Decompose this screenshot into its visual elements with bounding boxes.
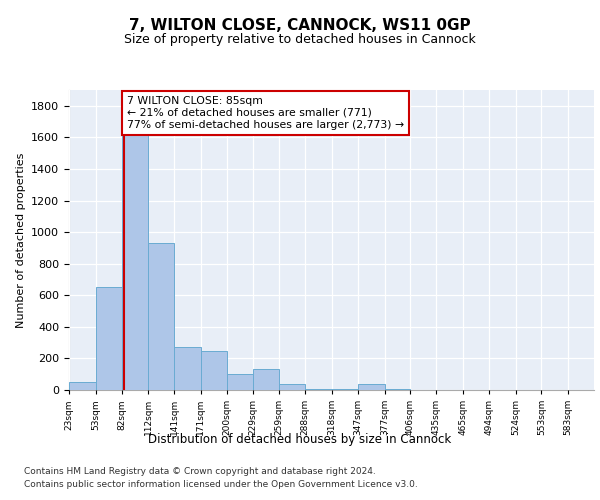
Bar [227,374,253,390]
Bar [305,389,332,390]
Bar [122,122,148,390]
Bar [385,389,410,390]
Text: 7, WILTON CLOSE, CANNOCK, WS11 0GP: 7, WILTON CLOSE, CANNOCK, WS11 0GP [129,18,471,32]
Bar [280,384,305,390]
Bar [174,348,201,390]
Bar [358,384,385,390]
Bar [148,243,174,390]
Bar [253,370,280,390]
Text: Contains HM Land Registry data © Crown copyright and database right 2024.: Contains HM Land Registry data © Crown c… [24,468,376,476]
Bar [201,350,227,390]
Bar [69,382,96,390]
Text: 7 WILTON CLOSE: 85sqm
← 21% of detached houses are smaller (771)
77% of semi-det: 7 WILTON CLOSE: 85sqm ← 21% of detached … [127,96,404,130]
Bar [96,288,122,390]
Bar [332,389,358,390]
Text: Contains public sector information licensed under the Open Government Licence v3: Contains public sector information licen… [24,480,418,489]
Text: Size of property relative to detached houses in Cannock: Size of property relative to detached ho… [124,32,476,46]
Text: Distribution of detached houses by size in Cannock: Distribution of detached houses by size … [148,432,452,446]
Y-axis label: Number of detached properties: Number of detached properties [16,152,26,328]
